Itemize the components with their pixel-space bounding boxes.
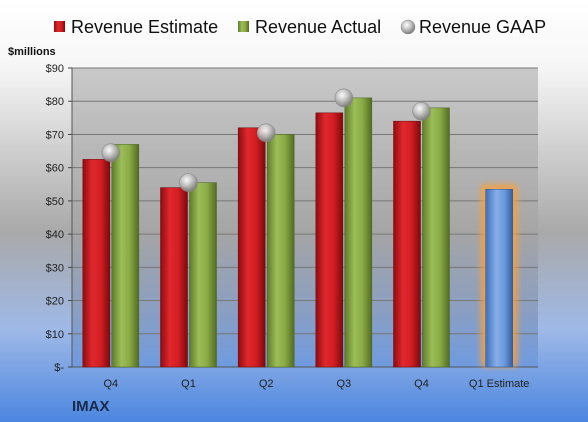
- y-tick-label: $30: [46, 262, 64, 274]
- revenue-actual-bar: [111, 144, 140, 368]
- bars: [82, 97, 518, 368]
- q1-estimate-bar: [485, 189, 513, 368]
- y-tick-label: $10: [46, 329, 64, 341]
- legend-revenue-estimate-swatch: [54, 21, 65, 32]
- y-axis-unit-label: $millions: [8, 46, 56, 58]
- plot-area: [72, 68, 538, 367]
- revenue-estimate-bar: [160, 187, 188, 368]
- y-axis-ticks: $- $10 $20 $30 $40 $50 $60 $70 $80 $90: [46, 63, 65, 374]
- x-tick-label: Q1 Estimate: [469, 378, 530, 390]
- legend-revenue-actual-swatch: [238, 21, 249, 32]
- y-tick-label: $20: [46, 296, 64, 308]
- y-tick-label: $90: [46, 63, 64, 75]
- x-tick-label: Q3: [336, 378, 351, 390]
- x-tick-label: Q4: [414, 378, 429, 390]
- legend-revenue-gaap-swatch: [400, 19, 416, 35]
- revenue-gaap-marker: [101, 143, 121, 163]
- x-axis-ticks: Q4 Q1 Q2 Q3 Q4 Q1 Estimate: [103, 378, 529, 390]
- x-tick-label: Q1: [181, 378, 196, 390]
- revenue-estimate-bar: [393, 120, 421, 368]
- y-tick-label: $-: [54, 362, 64, 374]
- y-tick-label: $80: [46, 96, 64, 108]
- gaap-markers: [101, 88, 431, 192]
- y-tick-label: $60: [46, 163, 64, 175]
- revenue-estimate-bar: [237, 127, 266, 368]
- legend-revenue-gaap-label: Revenue GAAP: [419, 17, 546, 37]
- revenue-estimate-bar: [82, 159, 111, 368]
- revenue-actual-bar: [266, 134, 295, 368]
- revenue-gaap-marker: [412, 101, 431, 121]
- revenue-actual-bar: [189, 182, 217, 368]
- grid-lines: [68, 67, 538, 368]
- y-tick-label: $50: [46, 196, 64, 208]
- revenue-estimate-bar: [315, 112, 344, 368]
- revenue-actual-bar: [422, 107, 450, 368]
- legend-revenue-actual-label: Revenue Actual: [255, 17, 381, 37]
- y-tick-label: $70: [46, 129, 64, 141]
- revenue-actual-bar: [344, 97, 373, 368]
- x-tick-label: Q2: [259, 378, 274, 390]
- y-tick-label: $40: [46, 229, 64, 241]
- x-tick-label: Q4: [103, 378, 118, 390]
- revenue-gaap-marker: [334, 88, 354, 108]
- revenue-gaap-marker: [179, 173, 198, 192]
- revenue-gaap-marker: [256, 123, 276, 143]
- legend-revenue-estimate-label: Revenue Estimate: [71, 17, 218, 37]
- brand-label: IMAX: [72, 398, 110, 415]
- legend: Revenue Estimate Revenue Actual Revenue GA…: [54, 17, 546, 37]
